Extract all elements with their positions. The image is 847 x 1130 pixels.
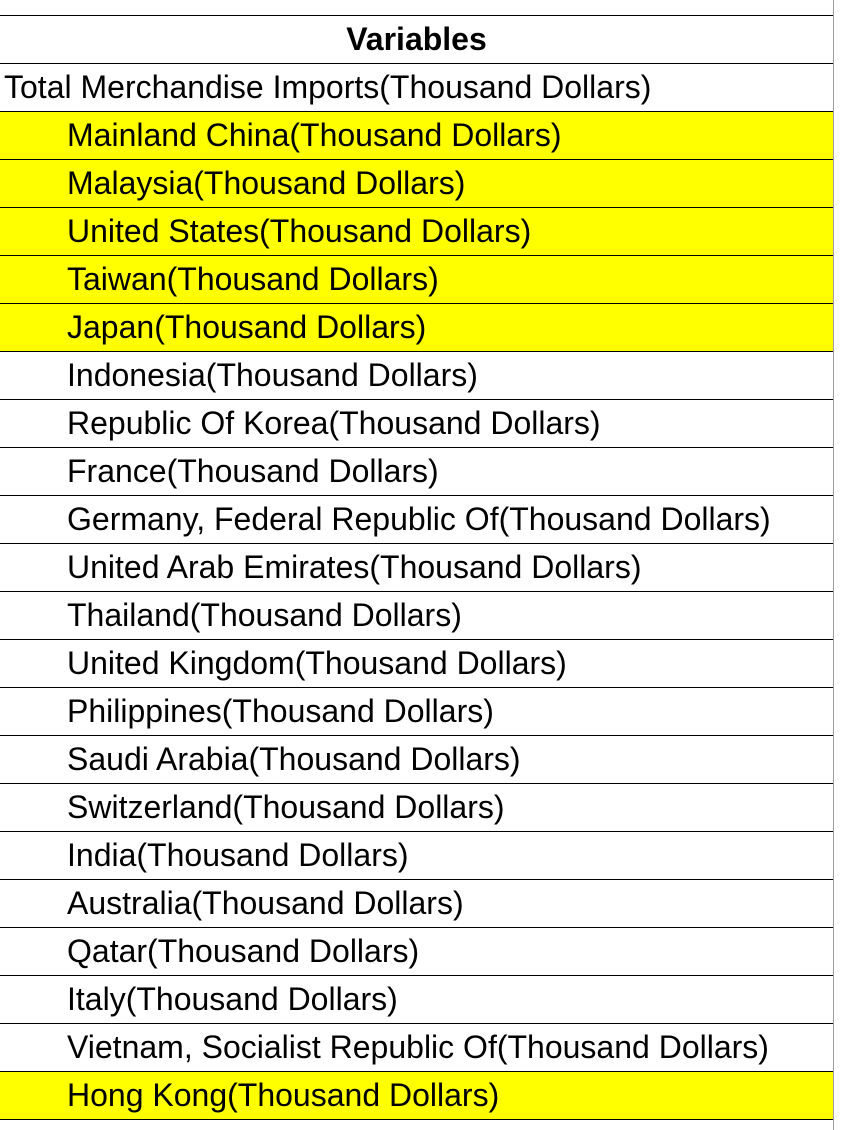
country-cell[interactable]: Thailand(Thousand Dollars) [0,592,833,640]
country-label: Indonesia(Thousand Dollars) [67,357,478,393]
country-cell[interactable]: United States(Thousand Dollars) [0,208,833,256]
country-label: Germany, Federal Republic Of(Thousand Do… [67,501,771,537]
country-cell[interactable]: Italy(Thousand Dollars) [0,976,833,1024]
country-cell[interactable]: India(Thousand Dollars) [0,832,833,880]
country-label: Taiwan(Thousand Dollars) [67,261,439,297]
country-label: United Kingdom(Thousand Dollars) [67,645,567,681]
country-cell[interactable]: Japan(Thousand Dollars) [0,304,833,352]
country-rows: Mainland China(Thousand Dollars) Malaysia… [0,112,833,1120]
country-cell[interactable]: Mainland China(Thousand Dollars) [0,112,833,160]
country-cell[interactable]: United Kingdom(Thousand Dollars) [0,640,833,688]
country-label: United States(Thousand Dollars) [67,213,532,249]
header-cell[interactable]: Variables [0,16,833,64]
country-label: Saudi Arabia(Thousand Dollars) [67,741,521,777]
country-label: Philippines(Thousand Dollars) [67,693,494,729]
country-label: India(Thousand Dollars) [67,837,409,873]
country-label: Malaysia(Thousand Dollars) [67,165,466,201]
country-cell[interactable]: Indonesia(Thousand Dollars) [0,352,833,400]
country-cell[interactable]: Hong Kong(Thousand Dollars) [0,1072,833,1120]
country-label: Japan(Thousand Dollars) [67,309,427,345]
total-imports-label: Total Merchandise Imports(Thousand Dolla… [4,69,652,105]
country-cell[interactable]: Republic Of Korea(Thousand Dollars) [0,400,833,448]
variables-list: Variables Total Merchandise Imports(Thou… [0,16,833,1120]
country-cell[interactable]: Australia(Thousand Dollars) [0,880,833,928]
country-label: Qatar(Thousand Dollars) [67,933,420,969]
country-cell[interactable]: Saudi Arabia(Thousand Dollars) [0,736,833,784]
country-label: United Arab Emirates(Thousand Dollars) [67,549,642,585]
country-cell[interactable]: United Arab Emirates(Thousand Dollars) [0,544,833,592]
country-cell[interactable]: Vietnam, Socialist Republic Of(Thousand … [0,1024,833,1072]
country-label: France(Thousand Dollars) [67,453,439,489]
header-label: Variables [346,21,487,57]
country-label: Thailand(Thousand Dollars) [67,597,462,633]
country-cell[interactable]: Germany, Federal Republic Of(Thousand Do… [0,496,833,544]
country-cell[interactable]: Malaysia(Thousand Dollars) [0,160,833,208]
country-label: Hong Kong(Thousand Dollars) [67,1077,500,1113]
country-cell[interactable]: Switzerland(Thousand Dollars) [0,784,833,832]
column-right-border [833,0,834,1130]
country-cell[interactable]: France(Thousand Dollars) [0,448,833,496]
country-cell[interactable]: Qatar(Thousand Dollars) [0,928,833,976]
country-cell[interactable]: Philippines(Thousand Dollars) [0,688,833,736]
country-label: Republic Of Korea(Thousand Dollars) [67,405,601,441]
country-cell[interactable]: Taiwan(Thousand Dollars) [0,256,833,304]
country-label: Vietnam, Socialist Republic Of(Thousand … [67,1029,769,1065]
country-label: Switzerland(Thousand Dollars) [67,789,505,825]
country-label: Mainland China(Thousand Dollars) [67,117,562,153]
country-label: Australia(Thousand Dollars) [67,885,464,921]
country-label: Italy(Thousand Dollars) [67,981,398,1017]
total-imports-cell[interactable]: Total Merchandise Imports(Thousand Dolla… [0,64,833,112]
top-border [0,15,833,16]
